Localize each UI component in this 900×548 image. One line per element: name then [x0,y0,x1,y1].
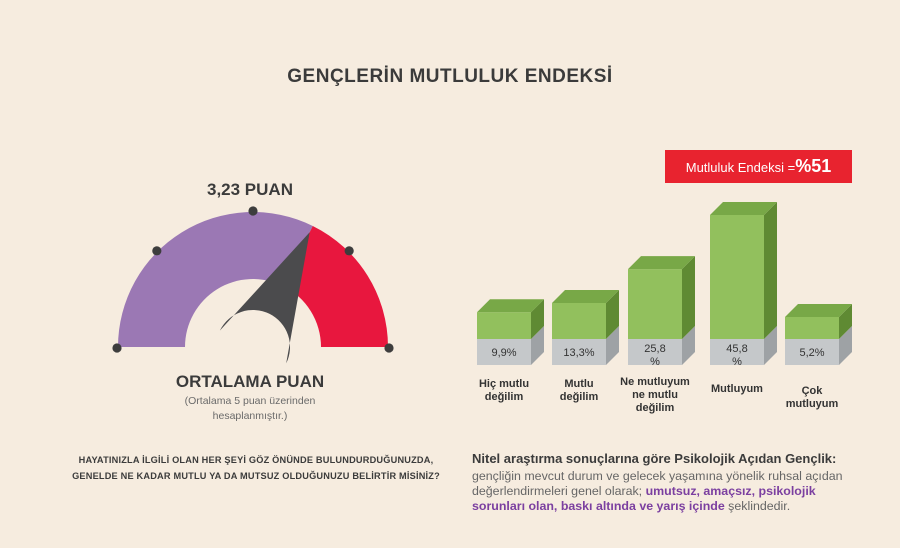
bar-base-front [710,339,764,365]
bar-category-label: Hiç mutlu değilim [466,378,542,404]
bar-value-line: % [732,356,742,368]
gauge-note-line1: (Ortalama 5 puan üzerinden [184,395,316,407]
qualitative-text: gençliğin mevcut durum ve gelecek yaşamı… [472,469,864,514]
qualitative-text-part1: gençliğin mevcut durum ve gelecek yaşamı… [472,469,843,498]
qualitative-title: Nitel araştırma sonuçlarına göre Psikolo… [472,451,837,466]
bar [477,312,531,339]
bar-base-front [628,339,682,365]
bar-value-label: 45,8% [707,343,767,369]
bar-value-label: 25,8% [625,343,685,369]
bar-category-label: Mutluyum [699,383,775,396]
gauge-chart [112,206,394,364]
gauge-tick-dot [248,206,258,216]
bar-value-line: 25,8 [644,343,666,355]
bar-value-label: 9,9% [474,347,534,360]
bar-category-line: mutluyum [785,398,839,410]
gauge-score-label: 3,23 PUAN [207,180,293,199]
survey-question-line1: HAYATINIZLA İLGİLİ OLAN HER ŞEYİ GÖZ ÖNÜ… [78,455,434,465]
bar-category-line: değilim [559,391,599,403]
bar-category-line: Mutluyum [711,383,763,395]
bar [785,317,839,339]
bar-base-front [477,339,531,365]
bar-category-line: Çok [801,385,823,397]
bar-category-line: Hiç mutlu [478,378,530,390]
bar [628,269,682,339]
bar-base-front [785,339,839,365]
gauge-tick-dot [384,343,394,353]
gauge-arc-low [118,212,313,347]
index-banner-text: Mutluluk Endeksi = [685,160,796,175]
bar-side [531,299,544,339]
index-banner: Mutluluk Endeksi =%51 [665,150,852,183]
qualitative-highlight: umutsuz, amaçsız, psikolojik sorunları o… [472,484,816,513]
gauge-tick-dot [112,343,122,353]
bar-category-line: değilim [484,391,524,403]
bar-top [552,289,619,303]
bar-top [710,202,777,215]
bar-side [682,256,695,339]
gauge-title: ORTALAMA PUAN [175,372,325,391]
bar-top [785,304,852,317]
bar-category-line: değilim [635,402,675,414]
qualitative-text-part2: şeklindedir. [724,499,791,513]
gauge-tick-dot [344,246,354,256]
bar-value-line: 13,3% [563,347,595,359]
bar-top [477,299,544,313]
bar-category-label: Çok mutluyum [774,385,850,411]
survey-question: HAYATINIZLA İLGİLİ OLAN HER ŞEYİ GÖZ ÖNÜ… [56,452,456,484]
bar-category-label: Mutlu değilim [541,378,617,404]
gauge-tick-dot [152,246,162,256]
bar-base-front [552,339,606,365]
bar-value-line: 5,2% [799,347,825,359]
gauge-note: (Ortalama 5 puan üzerinden hesaplanmıştı… [150,394,350,424]
bar-value-label: 5,2% [782,347,842,360]
bar-category-label: Ne mutluyum ne mutlu değilim [617,376,693,415]
infographic-title: GENÇLERİN MUTLULUK ENDEKSİ [287,66,613,87]
bar [552,302,606,339]
bar-value-line: % [650,356,660,368]
bar-top [628,256,695,270]
bar-category-line: Mutlu [564,378,594,390]
bar-side [764,202,777,339]
bar-side [606,289,619,339]
index-banner-value: %51 [795,156,832,176]
bar-side [839,304,852,339]
bar [710,215,764,339]
gauge-arc-high [283,225,388,347]
bar-value-label: 13,3% [549,347,609,360]
gauge-note-line2: hesaplanmıştır.) [212,410,288,422]
bar-value-line: 9,9% [491,347,517,359]
bar-category-line: ne mutlu [632,389,678,401]
bar-category-line: Ne mutluyum [620,376,690,388]
bar-value-line: 45,8 [726,343,748,355]
survey-question-line2: GENELDE NE KADAR MUTLU YA DA MUTSUZ OLDU… [72,471,440,481]
gauge-needle [219,232,310,364]
